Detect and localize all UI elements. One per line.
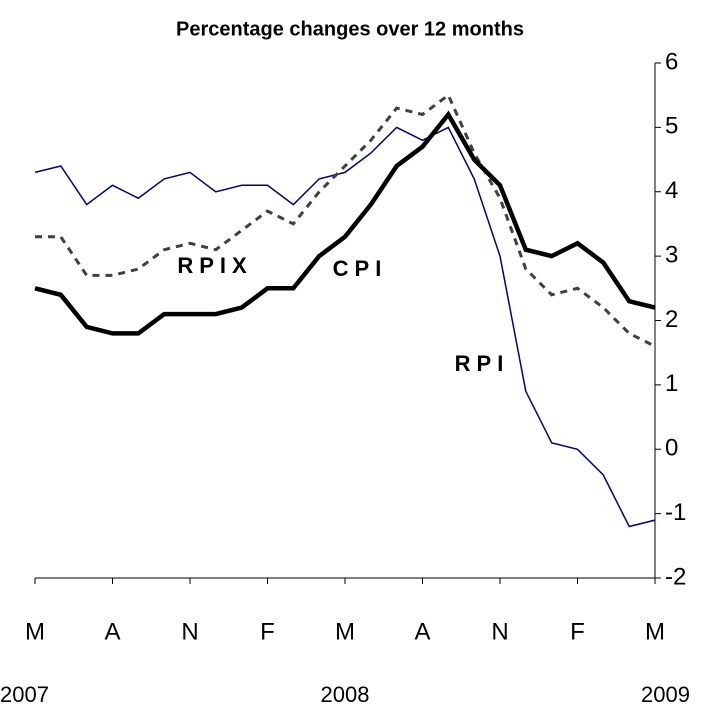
series-label: RPIX bbox=[177, 253, 252, 278]
x-tick-label: A bbox=[104, 618, 120, 645]
x-tick-label: F bbox=[260, 618, 275, 645]
series-line bbox=[34, 110, 656, 336]
x-tick-label: F bbox=[570, 618, 585, 645]
y-tick-label: 1 bbox=[665, 370, 678, 397]
chart-title: Percentage changes over 12 months bbox=[176, 18, 524, 40]
year-label: 2009 bbox=[641, 682, 690, 707]
y-tick-label: -2 bbox=[665, 563, 686, 590]
y-tick-label: 6 bbox=[665, 48, 678, 75]
y-tick-label: 3 bbox=[665, 241, 678, 268]
series-line bbox=[34, 126, 656, 528]
y-tick-label: 0 bbox=[665, 435, 678, 462]
x-tick-label: M bbox=[335, 618, 355, 645]
x-tick-label: N bbox=[181, 618, 198, 645]
y-tick-label: -1 bbox=[665, 499, 686, 526]
year-label: 2007 bbox=[0, 682, 49, 707]
series-label: CPI bbox=[333, 256, 388, 281]
y-tick-label: 5 bbox=[665, 113, 678, 140]
x-tick-label: M bbox=[25, 618, 45, 645]
x-tick-label: A bbox=[414, 618, 430, 645]
y-tick-label: 2 bbox=[665, 306, 678, 333]
series-label: RPI bbox=[455, 351, 510, 376]
x-tick-label: M bbox=[645, 618, 665, 645]
x-tick-label: N bbox=[491, 618, 508, 645]
series-line bbox=[35, 92, 656, 348]
y-tick-label: 4 bbox=[665, 177, 678, 204]
year-label: 2008 bbox=[321, 682, 370, 707]
